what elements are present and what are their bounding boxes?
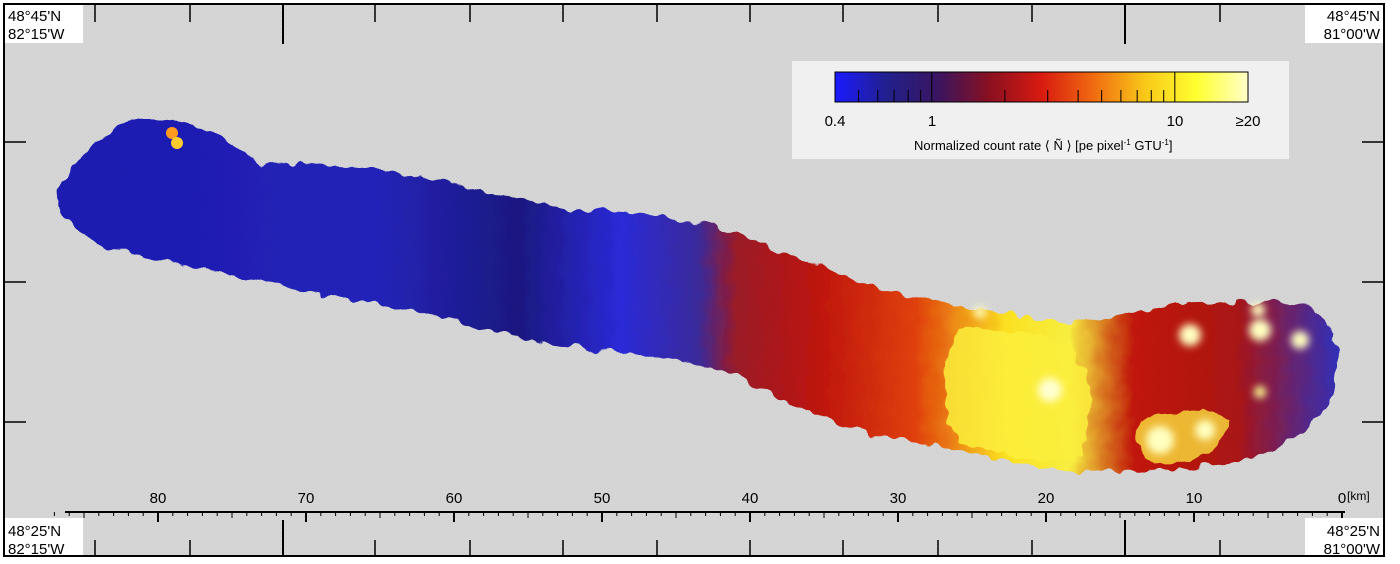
- colorbar-title: Normalized count rate ⟨ Ñ ⟩ [pe pixel-1 …: [914, 138, 1173, 153]
- scale-label: 50: [594, 490, 611, 507]
- distance-scale: 80 70 60 50 40 30 20 10 0 [km]: [53, 489, 1370, 522]
- scale-label: 40: [742, 490, 759, 507]
- colorbar-gradient: [834, 71, 1249, 103]
- colorbar-ticks: [858, 72, 1176, 102]
- hot-spot: [171, 137, 183, 149]
- hot-spot: [1249, 319, 1271, 341]
- hot-spot: [1179, 324, 1201, 346]
- hot-spot: [1251, 303, 1265, 317]
- hot-spot: [974, 306, 986, 318]
- scale-label: 20: [1038, 490, 1055, 507]
- hot-spot: [1195, 420, 1215, 440]
- scale-label: 10: [1186, 490, 1203, 507]
- colorbar-label-20: ≥20: [1236, 113, 1261, 130]
- scale-ticks: [53, 512, 1343, 522]
- colorbar-label-10: 10: [1167, 113, 1184, 130]
- scale-label: 30: [890, 490, 907, 507]
- light-track: [58, 119, 1339, 473]
- scale-unit: [km]: [1347, 489, 1370, 503]
- scale-label: 80: [150, 490, 167, 507]
- corner-box-tr: [1305, 5, 1383, 43]
- corner-lat-bottom-right: 48°25'N: [1327, 523, 1380, 540]
- corner-lon-bottom-left: 82°15'W: [8, 541, 65, 558]
- corner-lat-top-right: 48°45'N: [1327, 8, 1380, 25]
- scale-label: 60: [446, 490, 463, 507]
- scale-label: 0: [1338, 490, 1346, 507]
- track-high-zone: [943, 328, 1091, 460]
- hot-spot: [1146, 426, 1174, 454]
- hot-spot: [166, 127, 178, 139]
- corner-lon-top-right: 81°00'W: [1324, 26, 1381, 43]
- colorbar-label-0-4: 0.4: [825, 113, 846, 130]
- corner-box-tl: [5, 5, 83, 43]
- corner-lon-top-left: 82°15'W: [8, 26, 65, 43]
- hot-spot: [1254, 386, 1266, 398]
- hot-spot: [1291, 331, 1309, 349]
- colorbar-title-mid: GTU: [1131, 138, 1162, 153]
- scale-labels: 80 70 60 50 40 30 20 10 0: [150, 490, 1347, 507]
- corner-box-br: [1305, 518, 1383, 555]
- colorbar-title-main: Normalized count rate ⟨ Ñ ⟩ [pe pixel: [914, 138, 1124, 153]
- scale-label: 70: [298, 490, 315, 507]
- colorbar-title-sup1: -1: [1124, 138, 1132, 147]
- corner-lat-top-left: 48°45'N: [8, 8, 61, 25]
- map-frame: [3, 3, 1385, 557]
- corner-box-bl: [5, 518, 83, 555]
- colorbar-title-sup2: -1: [1162, 138, 1170, 147]
- colorbar-label-1: 1: [928, 113, 936, 130]
- corner-lon-bottom-right: 81°00'W: [1324, 541, 1381, 558]
- colorbar-panel: 0.4 1 10 ≥20 Normalized count rate ⟨ Ñ ⟩…: [792, 61, 1289, 159]
- colorbar-title-end: ]: [1169, 138, 1173, 153]
- hot-spot: [1038, 378, 1062, 402]
- hot-spots: [166, 127, 1309, 454]
- corner-lat-bottom-left: 48°25'N: [8, 523, 61, 540]
